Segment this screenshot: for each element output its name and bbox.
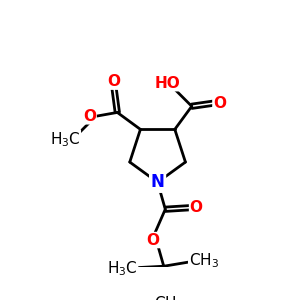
Text: O: O xyxy=(146,232,160,247)
Text: CH$_3$: CH$_3$ xyxy=(189,251,219,270)
Text: O: O xyxy=(213,96,226,111)
Text: CH$_3$: CH$_3$ xyxy=(154,294,184,300)
Text: O: O xyxy=(83,109,96,124)
Text: O: O xyxy=(108,74,121,89)
Text: H$_3$C: H$_3$C xyxy=(50,130,80,149)
Text: O: O xyxy=(190,200,202,215)
Text: N: N xyxy=(151,173,164,191)
Text: H$_3$C: H$_3$C xyxy=(107,259,137,278)
Text: HO: HO xyxy=(154,76,180,91)
